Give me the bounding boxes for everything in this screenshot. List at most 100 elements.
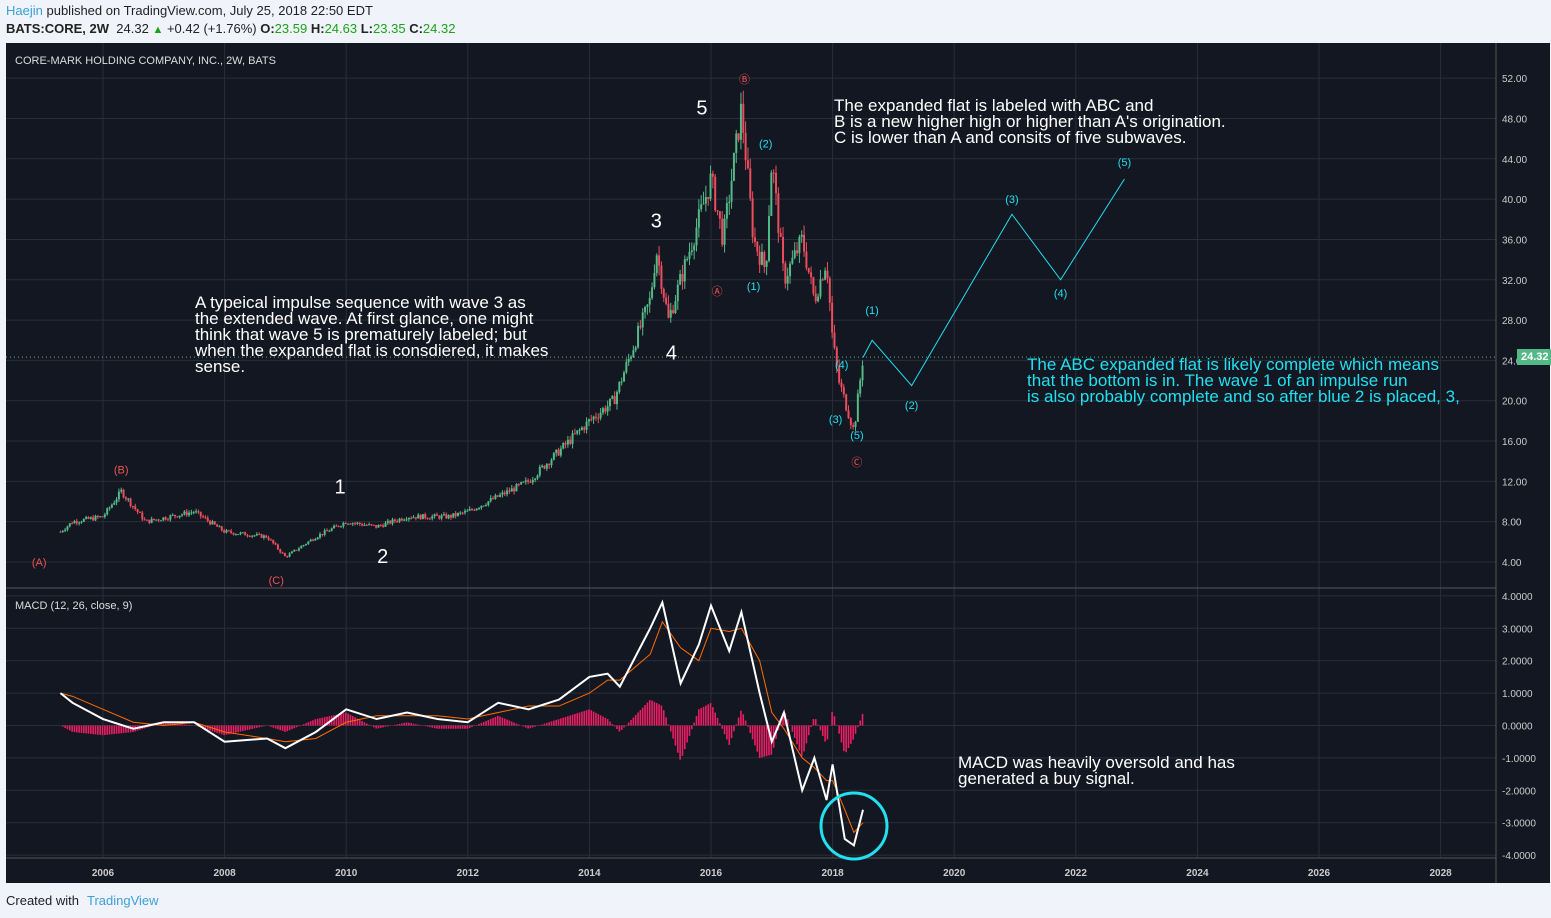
candle-body (428, 518, 431, 520)
macd-histogram-bar (288, 725, 291, 731)
macd-histogram-bar (527, 725, 529, 729)
candle-body (704, 197, 707, 204)
candle-body (693, 245, 696, 251)
candle-body (183, 511, 186, 515)
price-tick-label: 24.00 (1502, 356, 1527, 367)
candle-body (272, 539, 275, 544)
macd-histogram-bar (242, 725, 244, 732)
macd-histogram-bar (850, 725, 852, 744)
candle-body (592, 416, 595, 420)
macd-histogram-bar (496, 715, 499, 726)
macd-histogram-bar (793, 725, 796, 738)
wave-label: 3 (651, 210, 662, 232)
candle-body (136, 509, 139, 512)
candle-body (452, 513, 455, 518)
wave-label: 4 (666, 342, 677, 364)
candle-body (435, 514, 438, 516)
candle-body (384, 522, 387, 527)
macd-histogram-bar (115, 725, 118, 734)
macd-histogram-bar (721, 725, 724, 729)
macd-histogram-bar (567, 716, 569, 726)
macd-histogram-bar (634, 715, 637, 726)
candle-body (473, 509, 476, 511)
macd-histogram-bar (433, 725, 436, 729)
macd-histogram-bar (814, 719, 817, 726)
macd-histogram-bar (494, 716, 497, 726)
candle-body (489, 498, 492, 502)
macd-histogram-bar (604, 717, 607, 726)
macd-histogram-bar (408, 722, 410, 726)
macd-histogram-bar (272, 725, 275, 728)
macd-histogram-bar (354, 717, 356, 726)
macd-histogram-bar (97, 725, 99, 735)
macd-histogram-bar (627, 722, 630, 726)
candle-body (152, 518, 155, 520)
macd-histogram-bar (716, 717, 719, 726)
candle-body (171, 514, 174, 516)
symbol: BATS:CORE, 2W (6, 21, 110, 36)
macd-histogram-bar (726, 725, 728, 740)
chart-svg[interactable]: 52.0048.0044.0040.0036.0032.0028.0024.00… (6, 43, 1550, 883)
candle-body (492, 498, 495, 500)
candle-body (368, 524, 371, 526)
price-tick-label: 28.00 (1502, 316, 1527, 327)
candle-body (293, 549, 296, 552)
macd-histogram-bar (691, 725, 693, 730)
candle-body (337, 525, 340, 527)
macd-histogram-bar (76, 725, 78, 733)
macd-histogram-bar (798, 725, 801, 751)
macd-histogram-bar (534, 725, 536, 727)
candle-body (613, 396, 616, 405)
candle-body (730, 180, 733, 202)
candle-body (758, 251, 761, 265)
candle-body (723, 218, 726, 245)
macd-histogram-bar (730, 725, 733, 739)
macd-histogram-bar (817, 724, 819, 726)
macd-histogram-bar (127, 725, 130, 733)
macd-histogram-bar (492, 717, 494, 726)
macd-histogram-bar (356, 718, 359, 726)
macd-histogram-bar (765, 725, 768, 757)
macd-histogram-bar (206, 725, 209, 730)
candle-body (225, 530, 228, 533)
wave-label: (1) (865, 305, 878, 317)
candle-body (358, 522, 361, 525)
candle-body (796, 250, 799, 254)
candle-body (120, 489, 123, 492)
candle-body (531, 479, 534, 483)
publish-text: published on TradingView.com, July 25, 2… (46, 3, 373, 18)
candle-body (267, 537, 270, 540)
symbol-info: BATS:CORE, 2W 24.32 ▲ +0.42 (+1.76%) O:2… (6, 21, 455, 36)
candle-body (510, 488, 513, 492)
macd-histogram-bar (655, 703, 658, 726)
macd-histogram-bar (487, 719, 490, 726)
macd-histogram-bar (824, 725, 826, 742)
candle-body (690, 250, 693, 252)
macd-histogram-bar (113, 725, 116, 735)
candle-body (501, 492, 504, 495)
price-tick-label: 32.00 (1502, 276, 1527, 287)
low-label: L: (360, 21, 374, 36)
candle-body (634, 347, 637, 351)
candle-body (515, 484, 518, 492)
chart-area[interactable]: 52.00 48.00 44.00 40.00 36.00 32.00 28.00 24.00… (6, 43, 1550, 883)
candle-body (150, 518, 153, 523)
macd-histogram-bar (761, 725, 763, 758)
macd-histogram-bar (431, 725, 434, 728)
candle-body (637, 326, 640, 348)
candle-body (248, 535, 251, 537)
candle-body (845, 394, 848, 411)
candle-body (181, 514, 184, 516)
impulse-annotation: A typeical impulse sequence with wave 3 … (195, 293, 549, 376)
candle-body (71, 523, 74, 525)
macd-histogram-bar (382, 725, 384, 728)
tradingview-link[interactable]: TradingView (86, 893, 159, 908)
author-link[interactable]: Haejin (6, 3, 43, 18)
candle-body (379, 525, 382, 527)
candle-body (438, 515, 441, 519)
candle-body (68, 523, 71, 527)
candle-body (608, 398, 611, 407)
candle-body (819, 279, 822, 297)
macd-histogram-bar (485, 720, 487, 726)
time-tick-label: 2010 (335, 868, 358, 879)
